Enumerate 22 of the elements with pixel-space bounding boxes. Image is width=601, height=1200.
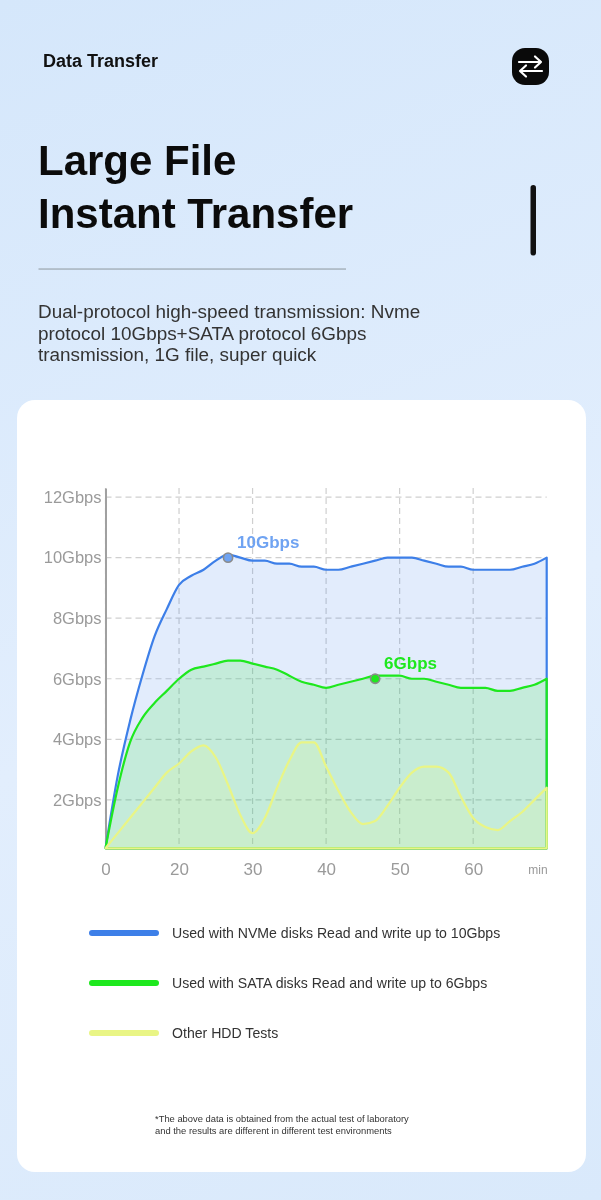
x-tick-label: 50 xyxy=(390,860,410,880)
y-tick-label: 4Gbps xyxy=(52,730,102,749)
legend-label: Used with NVMe disks Read and write up to 10Gbps xyxy=(172,925,501,941)
x-tick-label: 40 xyxy=(317,860,337,880)
y-tick-label: 6Gbps xyxy=(52,669,102,688)
x-tick-label: 0 xyxy=(101,860,111,880)
data-label: 10Gbps xyxy=(237,532,300,552)
x-axis-title: min xyxy=(528,863,548,877)
legend-label: Used with SATA disks Read and write up to 6Gbps xyxy=(172,975,488,991)
y-tick-label: 10Gbps xyxy=(43,548,102,567)
x-tick-label: 60 xyxy=(464,860,484,880)
x-tick-label: 20 xyxy=(170,860,189,880)
y-tick-label: 12Gbps xyxy=(43,487,102,506)
x-tick-label: 30 xyxy=(243,860,263,880)
legend-label: Other HDD Tests xyxy=(172,1025,279,1041)
data-label: 6Gbps xyxy=(384,653,438,673)
text: *The above data is obtained from the actual test of laboratory and the results are different in different test environments xyxy=(155,1113,410,1137)
chart-title: Large File Instant Transfer xyxy=(38,136,355,239)
text: Data Transfer xyxy=(43,50,159,72)
y-tick-label: 2Gbps xyxy=(52,790,102,809)
y-tick-label: 8Gbps xyxy=(52,608,102,627)
chart-subtitle: Dual-protocol high-speed transmission: Nvme protocol 10Gbps+SATA protocol 6Gbps transmission, 1G file, super quick xyxy=(38,301,422,366)
